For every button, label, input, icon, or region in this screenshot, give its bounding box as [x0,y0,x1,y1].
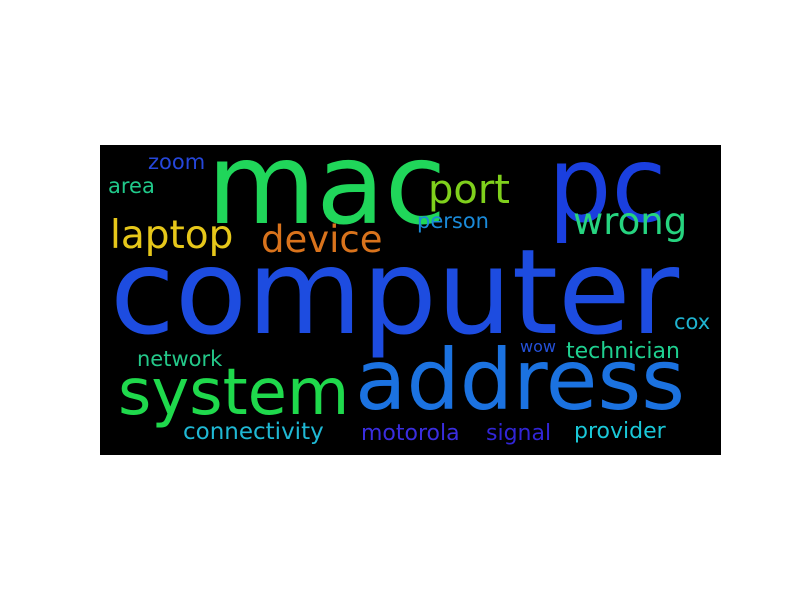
word-address: address [355,331,686,429]
word-computer: computer [110,223,680,361]
word-cloud: computer mac pc address system port lapt… [100,145,721,455]
word-signal: signal [486,421,552,446]
word-port: port [428,167,510,213]
word-zoom: zoom [148,150,206,174]
word-connectivity: connectivity [183,419,324,445]
word-network: network [137,347,223,371]
word-person: person [417,209,489,233]
word-area: area [108,174,155,198]
word-laptop: laptop [110,213,234,258]
word-system: system [118,356,350,430]
word-cox: cox [674,310,711,334]
word-device: device [261,218,383,261]
word-pc: pc [548,145,667,247]
word-motorola: motorola [361,421,460,446]
word-technician: technician [566,339,680,364]
word-wow: wow [520,337,556,356]
word-mac: mac [207,145,447,250]
word-wrong: wrong [573,200,688,243]
word-provider: provider [574,419,666,444]
